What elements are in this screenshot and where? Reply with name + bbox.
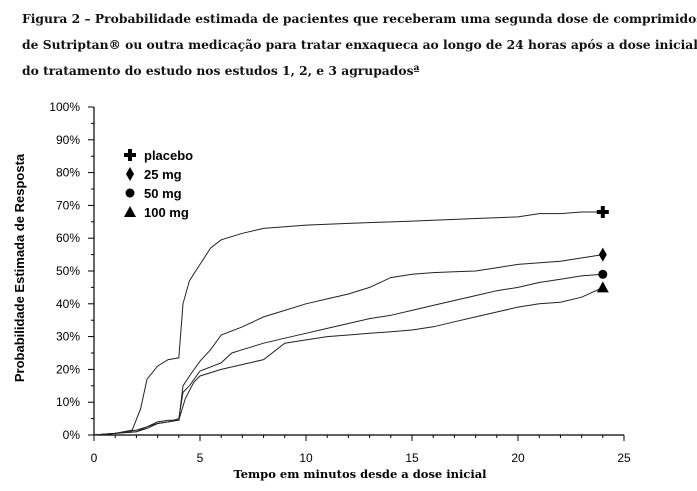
y-tick-label: 60% [56,231,80,245]
y-tick-label: 20% [56,362,80,376]
caption-line-1: Figura 2 – Probabilidade estimada de pac… [22,11,697,26]
x-tick-label: 25 [617,451,631,465]
x-tick-label: 5 [197,451,204,465]
x-tick-label: 10 [299,451,313,465]
legend-marker-100-mg [124,206,136,217]
series-end-marker-25-mg [598,247,607,262]
y-tick-label: 40% [56,297,80,311]
y-tick-label: 100% [49,100,80,114]
legend-marker-50-mg [125,188,135,198]
caption-line-3: do tratamento do estudo nos estudos 1, 2… [22,63,420,78]
y-tick-label: 10% [56,395,80,409]
legend-marker-placebo [124,149,136,161]
caption-line-2: de Sutriptan® ou outra medicação para tr… [22,37,697,52]
series-end-marker-50-mg [598,269,608,279]
y-tick-label: 30% [56,330,80,344]
y-tick-label: 90% [56,133,80,147]
chart-axes: 0% 10% 20% 30% 40% 50% 60% 70% 80% 90% 100% 0 5 10 15 2… [49,100,631,465]
legend-label-25-mg: 25 mg [144,167,182,182]
y-axis-label: Probabilidade Estimada de Resposta [12,153,27,382]
x-tick-label: 0 [91,451,98,465]
series-line-25-mg [93,254,603,436]
series-line-placebo [93,211,603,436]
chart-series [93,205,609,436]
legend-label-100-mg: 100 mg [144,205,189,220]
legend-label-50-mg: 50 mg [144,186,182,201]
y-tick-label: 50% [56,264,80,278]
series-end-marker-100-mg [596,281,609,293]
y-tick-label: 80% [56,166,80,180]
series-line-100-mg [93,286,604,436]
series-end-marker-placebo [596,205,609,218]
figure-caption: Figura 2 – Probabilidade estimada de pac… [22,6,697,84]
x-tick-label: 15 [405,451,419,465]
legend-label-placebo: placebo [144,148,193,163]
x-tick-label: 20 [511,451,525,465]
y-tick-label: 0% [63,428,81,442]
chart-legend: placebo 25 mg 50 mg 100 mg [124,148,193,220]
x-axis-label: Tempo em minutos desde a dose inicial [233,467,487,481]
y-tick-label: 70% [56,198,80,212]
legend-marker-25-mg [126,167,134,181]
series-line-50-mg [93,273,603,436]
